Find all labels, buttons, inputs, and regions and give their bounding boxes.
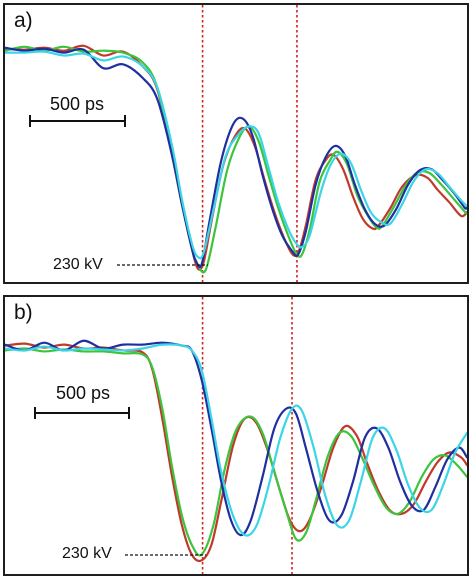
series-line-green bbox=[5, 45, 467, 274]
series-line-red bbox=[5, 44, 467, 271]
series-line-green bbox=[5, 347, 467, 557]
scale-bar-label-a: 500 ps bbox=[50, 94, 105, 114]
scale-bar bbox=[29, 115, 126, 127]
chart-panel-a: a) 500 ps 230 kV bbox=[3, 3, 469, 284]
peak-voltage-label-a: 230 kV bbox=[53, 256, 103, 273]
panel-label-a: a) bbox=[14, 9, 33, 32]
series-line-blue bbox=[5, 46, 467, 269]
chart-panel-b: b) 500 ps 230 kV bbox=[3, 295, 469, 576]
series-line-cyan bbox=[5, 343, 467, 537]
chart-b-plot bbox=[5, 297, 467, 574]
series-line-blue bbox=[5, 339, 467, 537]
scale-bar-label-b: 500 ps bbox=[56, 383, 111, 403]
chart-a-plot bbox=[5, 5, 467, 282]
panel-label-b: b) bbox=[14, 301, 33, 324]
scale-bar bbox=[34, 407, 130, 419]
peak-voltage-label-b: 230 kV bbox=[62, 545, 112, 562]
series-line-cyan bbox=[5, 50, 467, 260]
